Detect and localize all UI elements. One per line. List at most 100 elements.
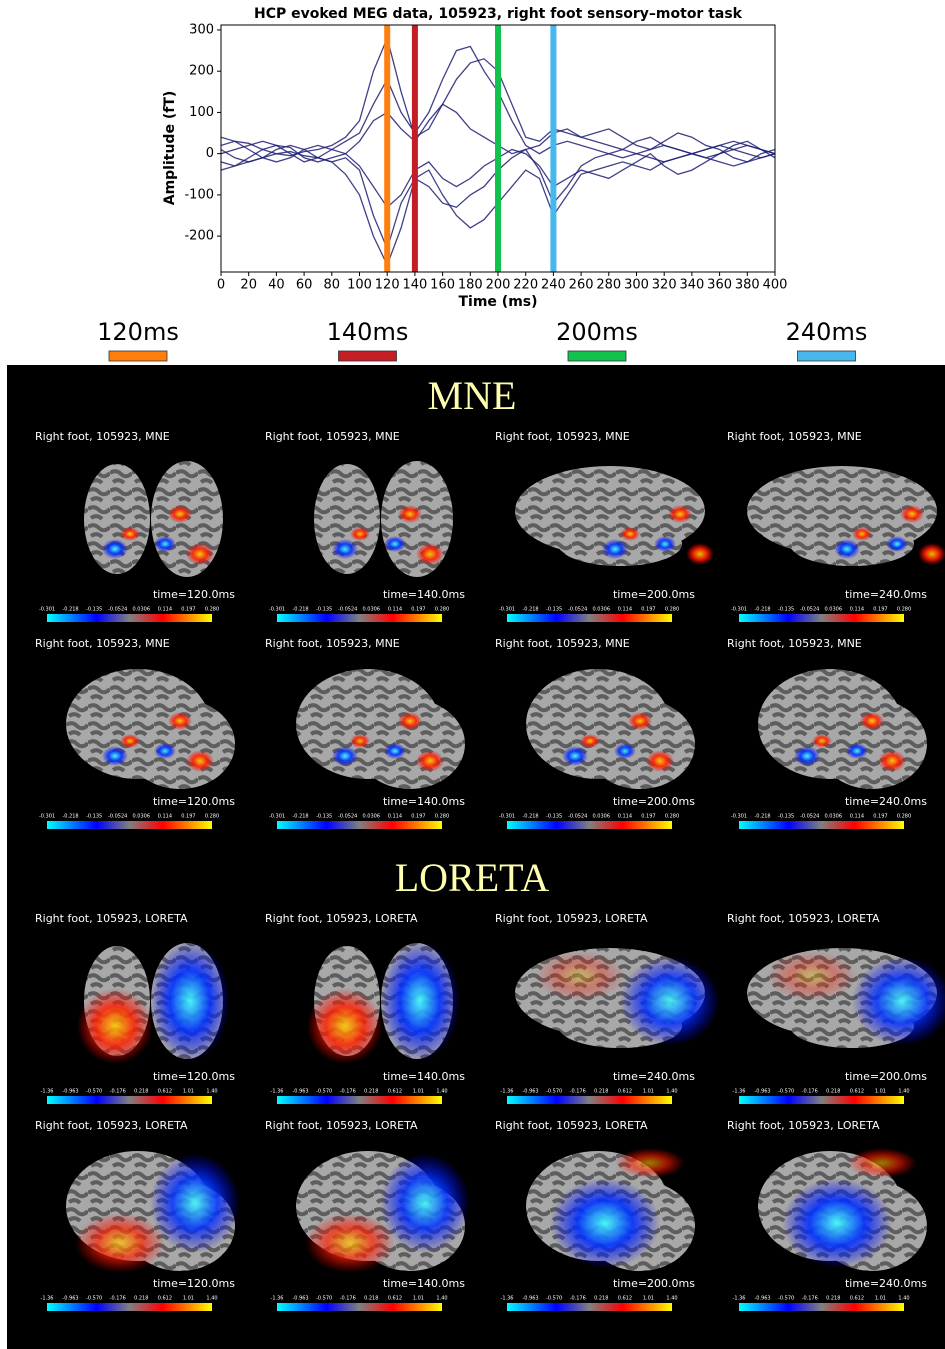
colorbar-tick-label: 0.197 <box>641 607 655 613</box>
colorbar-tick-label: 1.40 <box>666 1089 677 1095</box>
marker-swatch <box>338 350 397 362</box>
panel-caption: Right foot, 105923, LORETA <box>727 912 880 925</box>
brain-panel: Right foot, 105923, MNE time=140.0ms -0.30… <box>265 637 465 829</box>
activation <box>860 712 884 730</box>
panel-caption: Right foot, 105923, LORETA <box>495 1119 648 1132</box>
brain-panel: Right foot, 105923, LORETA time=120.0ms -1… <box>35 912 235 1104</box>
x-tick-label: 60 <box>296 278 313 293</box>
brain-panel: Right foot, 105923, MNE time=200.0ms -0.30… <box>495 637 695 829</box>
colorbar-tick-label: 0.612 <box>850 1089 864 1095</box>
colorbar <box>507 1303 672 1311</box>
activation <box>332 746 358 766</box>
brain-panel: Right foot, 105923, MNE time=140.0ms -0.30… <box>265 430 465 622</box>
colorbar-tick-label: -0.176 <box>570 1089 586 1095</box>
colorbar-tick-label: -0.135 <box>316 814 332 820</box>
colorbar-tick-label: -0.570 <box>546 1089 562 1095</box>
x-tick-label: 240 <box>541 278 566 293</box>
colorbar <box>47 1303 212 1311</box>
colorbar-tick-label: 1.01 <box>183 1089 194 1095</box>
activation <box>918 543 945 565</box>
colorbar-tick-label: 0.197 <box>873 607 887 613</box>
colorbar-tick-label: -0.570 <box>778 1089 794 1095</box>
colorbar-tick-label: 0.612 <box>618 1089 632 1095</box>
colorbar-tick-label: -0.301 <box>499 814 515 820</box>
x-tick-label: 80 <box>324 278 341 293</box>
activation <box>782 1178 892 1268</box>
colorbar-tick-label: 0.114 <box>850 607 864 613</box>
y-tick-label: -100 <box>184 187 214 202</box>
colorbar-tick-label: 0.197 <box>873 814 887 820</box>
panel-caption: Right foot, 105923, LORETA <box>265 912 418 925</box>
activation <box>77 988 153 1064</box>
colorbar-tick-label: 0.114 <box>618 607 632 613</box>
activation <box>852 527 872 541</box>
marker-label: 200ms <box>556 318 638 346</box>
colorbar-tick-label: -0.301 <box>39 607 55 613</box>
x-tick-label: 40 <box>268 278 285 293</box>
x-tick-label: 180 <box>458 278 483 293</box>
colorbar-tick-label: 1.40 <box>206 1089 217 1095</box>
activation <box>398 505 422 523</box>
colorbar-tick-label: -0.218 <box>63 607 79 613</box>
colorbar-tick-label: -0.570 <box>86 1296 102 1302</box>
brain-panel: Right foot, 105923, MNE time=240.0ms -0.30… <box>727 430 945 622</box>
colorbar-tick-label: 0.0306 <box>825 607 843 613</box>
panel-caption: Right foot, 105923, MNE <box>265 430 400 443</box>
brain-surface <box>314 464 380 574</box>
colorbar-tick-label: 0.197 <box>181 607 195 613</box>
activation <box>380 941 460 1061</box>
activation <box>794 746 820 766</box>
activation <box>380 1153 470 1253</box>
colorbar-tick-label: 0.114 <box>388 814 402 820</box>
colorbar-tick-label: -0.301 <box>269 814 285 820</box>
x-tick-label: 140 <box>402 278 427 293</box>
activation <box>834 539 860 559</box>
colorbar-tick-label: 0.280 <box>205 607 219 613</box>
activation <box>852 956 945 1046</box>
colorbar-tick-label: -0.218 <box>523 607 539 613</box>
time-label: time=240.0ms <box>845 795 927 808</box>
x-tick-label: 0 <box>217 278 225 293</box>
panel-caption: Right foot, 105923, MNE <box>265 637 400 650</box>
activation <box>154 536 176 552</box>
colorbar-tick-label: -0.135 <box>778 814 794 820</box>
colorbar-tick-label: -0.135 <box>546 814 562 820</box>
colorbar-tick-label: -1.36 <box>41 1296 54 1302</box>
colorbar-tick-label: -0.0524 <box>108 607 127 613</box>
colorbar-tick-label: -1.36 <box>733 1296 746 1302</box>
colorbar-tick-label: -0.135 <box>546 607 562 613</box>
y-axis-label: Amplitude (fT) <box>162 91 178 206</box>
colorbar-tick-label: -0.301 <box>39 814 55 820</box>
activation <box>398 712 422 730</box>
activation <box>847 1148 917 1178</box>
activation <box>186 543 214 565</box>
colorbar-tick-label: 0.612 <box>158 1089 172 1095</box>
time-label: time=120.0ms <box>153 1277 235 1290</box>
activation <box>332 539 358 559</box>
colorbar-tick-label: 0.218 <box>364 1296 378 1302</box>
activation <box>878 750 906 772</box>
panel-caption: Right foot, 105923, LORETA <box>727 1119 880 1132</box>
activation <box>102 539 128 559</box>
time-label: time=200.0ms <box>613 1277 695 1290</box>
activation <box>75 1213 165 1273</box>
colorbar <box>507 821 672 829</box>
colorbar <box>47 821 212 829</box>
colorbar <box>277 821 442 829</box>
x-tick-label: 220 <box>513 278 538 293</box>
x-axis-label: Time (ms) <box>458 294 537 310</box>
colorbar-tick-label: -0.0524 <box>800 814 819 820</box>
colorbar-tick-label: -0.0524 <box>568 814 587 820</box>
activation <box>120 734 140 748</box>
x-tick-label: 300 <box>624 278 649 293</box>
time-label: time=140.0ms <box>383 588 465 601</box>
section-title: MNE <box>428 373 517 418</box>
colorbar <box>277 614 442 622</box>
panel-caption: Right foot, 105923, MNE <box>727 430 862 443</box>
colorbar-tick-label: -0.570 <box>86 1089 102 1095</box>
y-tick-label: 0 <box>206 146 214 161</box>
activation <box>614 743 636 759</box>
colorbar <box>47 1096 212 1104</box>
activation <box>150 1153 240 1253</box>
time-label: time=200.0ms <box>845 1070 927 1083</box>
